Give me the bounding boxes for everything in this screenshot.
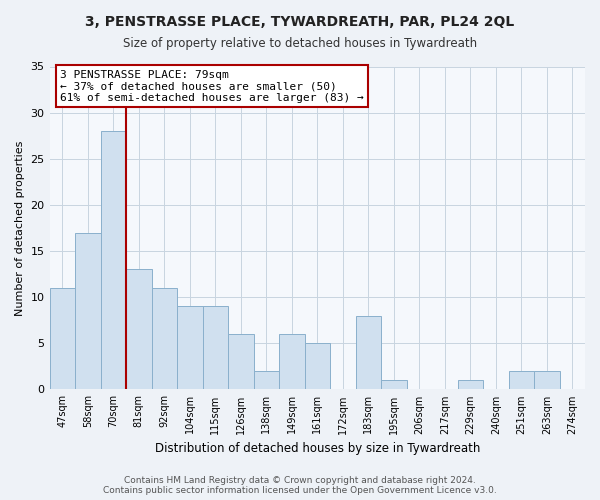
Text: 3, PENSTRASSE PLACE, TYWARDREATH, PAR, PL24 2QL: 3, PENSTRASSE PLACE, TYWARDREATH, PAR, P… (85, 15, 515, 29)
Bar (228, 334, 254, 390)
Bar (126, 270, 152, 390)
Bar (254, 371, 279, 390)
Bar (152, 288, 177, 390)
Bar (101, 131, 126, 390)
Bar (534, 371, 560, 390)
X-axis label: Distribution of detached houses by size in Tywardreath: Distribution of detached houses by size … (155, 442, 480, 455)
Y-axis label: Number of detached properties: Number of detached properties (15, 140, 25, 316)
Text: Contains HM Land Registry data © Crown copyright and database right 2024.
Contai: Contains HM Land Registry data © Crown c… (103, 476, 497, 495)
Bar (305, 344, 330, 390)
Text: 3 PENSTRASSE PLACE: 79sqm
← 37% of detached houses are smaller (50)
61% of semi-: 3 PENSTRASSE PLACE: 79sqm ← 37% of detac… (60, 70, 364, 103)
Bar (203, 306, 228, 390)
Bar (279, 334, 305, 390)
Text: Size of property relative to detached houses in Tywardreath: Size of property relative to detached ho… (123, 38, 477, 51)
Bar (75, 232, 101, 390)
Bar (356, 316, 381, 390)
Bar (50, 288, 75, 390)
Bar (381, 380, 407, 390)
Bar (509, 371, 534, 390)
Bar (458, 380, 483, 390)
Bar (177, 306, 203, 390)
